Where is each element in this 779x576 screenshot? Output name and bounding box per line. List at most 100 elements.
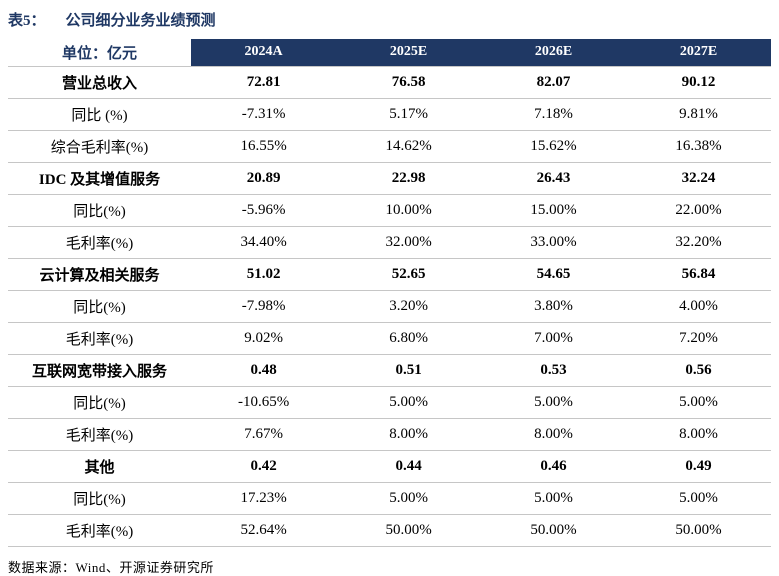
cell-value: 54.65 <box>481 258 627 291</box>
row-label: 同比(%) <box>8 290 192 323</box>
table-row-yoy: 同比 (%) -7.31% 5.17% 7.18% 9.81% <box>8 98 771 131</box>
table-row-yoy: 同比(%) 17.23% 5.00% 5.00% 5.00% <box>8 482 771 515</box>
cell-value: 5.00% <box>336 482 482 515</box>
table-title-text: 公司细分业务业绩预测 <box>65 13 216 29</box>
cell-value: 16.55% <box>191 130 337 163</box>
row-label: 同比(%) <box>8 482 192 515</box>
table-row-idc: IDC 及其增值服务 20.89 22.98 26.43 32.24 <box>8 162 771 195</box>
column-header-2024A: 2024A <box>191 39 337 67</box>
cell-value: 8.00% <box>626 418 771 451</box>
cell-value: 32.24 <box>626 162 771 195</box>
cell-value: 9.02% <box>191 322 337 355</box>
cell-value: 0.48 <box>191 354 337 387</box>
cell-value: 0.49 <box>626 450 771 483</box>
row-label: IDC 及其增值服务 <box>8 162 192 195</box>
cell-value: 22.98 <box>336 162 482 195</box>
table-row-other: 其他 0.42 0.44 0.46 0.49 <box>8 450 771 483</box>
table-row-margin: 毛利率(%) 34.40% 32.00% 33.00% 32.20% <box>8 226 771 259</box>
table-title: 表5： 公司细分业务业绩预测 <box>8 9 771 30</box>
table-row-total-revenue: 营业总收入 72.81 76.58 82.07 90.12 <box>8 66 771 99</box>
column-header-2026E: 2026E <box>481 39 627 67</box>
cell-value: 56.84 <box>626 258 771 291</box>
column-header-2027E: 2027E <box>626 39 771 67</box>
row-label: 营业总收入 <box>8 66 192 99</box>
cell-value: 52.64% <box>191 514 337 547</box>
row-label: 同比(%) <box>8 194 192 227</box>
cell-value: 0.56 <box>626 354 771 387</box>
cell-value: 10.00% <box>336 194 482 227</box>
cell-value: 50.00% <box>626 514 771 547</box>
cell-value: 34.40% <box>191 226 337 259</box>
cell-value: 17.23% <box>191 482 337 515</box>
cell-value: -7.98% <box>191 290 337 323</box>
table-number: 表5： <box>8 13 46 29</box>
cell-value: -5.96% <box>191 194 337 227</box>
cell-value: 7.18% <box>481 98 627 131</box>
cell-value: 8.00% <box>336 418 482 451</box>
cell-value: 90.12 <box>626 66 771 99</box>
table-row-broadband: 互联网宽带接入服务 0.48 0.51 0.53 0.56 <box>8 354 771 387</box>
cell-value: 32.00% <box>336 226 482 259</box>
row-label: 毛利率(%) <box>8 322 192 355</box>
table-row-yoy: 同比(%) -10.65% 5.00% 5.00% 5.00% <box>8 386 771 419</box>
row-label: 互联网宽带接入服务 <box>8 354 192 387</box>
cell-value: 0.44 <box>336 450 482 483</box>
cell-value: 5.00% <box>481 482 627 515</box>
table-row-cloud: 云计算及相关服务 51.02 52.65 54.65 56.84 <box>8 258 771 291</box>
cell-value: 0.46 <box>481 450 627 483</box>
cell-value: -10.65% <box>191 386 337 419</box>
cell-value: 76.58 <box>336 66 482 99</box>
table-row-margin: 毛利率(%) 9.02% 6.80% 7.00% 7.20% <box>8 322 771 355</box>
cell-value: 5.00% <box>626 386 771 419</box>
row-label: 其他 <box>8 450 192 483</box>
source-note: 数据来源：Wind、开源证券研究所 <box>8 559 214 575</box>
table-row-yoy: 同比(%) -5.96% 10.00% 15.00% 22.00% <box>8 194 771 227</box>
table-row-margin: 毛利率(%) 52.64% 50.00% 50.00% 50.00% <box>8 514 771 547</box>
cell-value: 3.80% <box>481 290 627 323</box>
cell-value: 51.02 <box>191 258 337 291</box>
row-label: 毛利率(%) <box>8 514 192 547</box>
cell-value: 72.81 <box>191 66 337 99</box>
cell-value: 3.20% <box>336 290 482 323</box>
cell-value: 5.00% <box>481 386 627 419</box>
row-label: 毛利率(%) <box>8 226 192 259</box>
table-header-row: 单位：亿元 2024A 2025E 2026E 2027E <box>8 39 771 67</box>
table-row-margin: 毛利率(%) 7.67% 8.00% 8.00% 8.00% <box>8 418 771 451</box>
cell-value: 82.07 <box>481 66 627 99</box>
cell-value: 16.38% <box>626 130 771 163</box>
cell-value: 22.00% <box>626 194 771 227</box>
cell-value: 5.00% <box>626 482 771 515</box>
cell-value: 15.62% <box>481 130 627 163</box>
cell-value: 7.00% <box>481 322 627 355</box>
cell-value: 0.42 <box>191 450 337 483</box>
cell-value: 52.65 <box>336 258 482 291</box>
cell-value: -7.31% <box>191 98 337 131</box>
row-label: 同比 (%) <box>8 98 192 131</box>
row-label: 云计算及相关服务 <box>8 258 192 291</box>
table-row-gross-margin: 综合毛利率(%) 16.55% 14.62% 15.62% 16.38% <box>8 130 771 163</box>
cell-value: 9.81% <box>626 98 771 131</box>
cell-value: 0.51 <box>336 354 482 387</box>
cell-value: 7.67% <box>191 418 337 451</box>
cell-value: 32.20% <box>626 226 771 259</box>
cell-value: 7.20% <box>626 322 771 355</box>
forecast-table: 单位：亿元 2024A 2025E 2026E 2027E 营业总收入 72.8… <box>8 39 771 547</box>
cell-value: 4.00% <box>626 290 771 323</box>
cell-value: 14.62% <box>336 130 482 163</box>
cell-value: 50.00% <box>336 514 482 547</box>
cell-value: 15.00% <box>481 194 627 227</box>
cell-value: 26.43 <box>481 162 627 195</box>
cell-value: 8.00% <box>481 418 627 451</box>
cell-value: 5.17% <box>336 98 482 131</box>
cell-value: 6.80% <box>336 322 482 355</box>
unit-header-cell: 单位：亿元 <box>8 39 192 67</box>
cell-value: 33.00% <box>481 226 627 259</box>
cell-value: 5.00% <box>336 386 482 419</box>
cell-value: 0.53 <box>481 354 627 387</box>
row-label: 毛利率(%) <box>8 418 192 451</box>
cell-value: 20.89 <box>191 162 337 195</box>
row-label: 同比(%) <box>8 386 192 419</box>
cell-value: 50.00% <box>481 514 627 547</box>
column-header-2025E: 2025E <box>336 39 482 67</box>
